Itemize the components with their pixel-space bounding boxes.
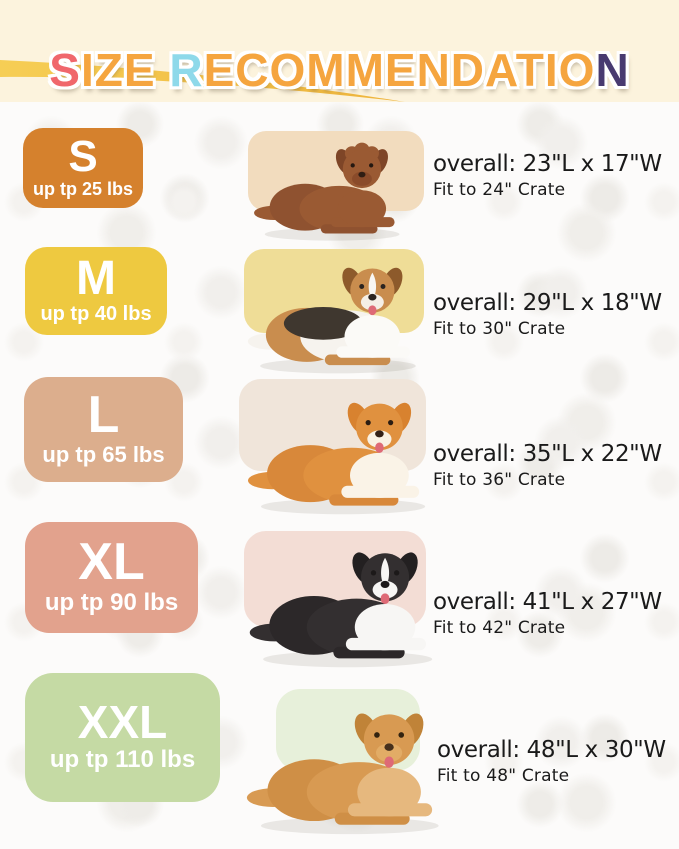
dog-illustration-poodle	[246, 132, 414, 242]
size-badge-l: L up tp 65 lbs	[24, 377, 183, 482]
spec-text-xxl: overall: 48"L x 30"W Fit to 48" Crate	[437, 737, 666, 787]
dog-illustration-shiba-inu	[238, 382, 443, 516]
weight-label: up tp 25 lbs	[32, 179, 133, 200]
overall-dimensions: overall: 41"L x 27"W	[433, 589, 662, 615]
crate-fit: Fit to 36" Crate	[433, 470, 566, 491]
overall-dimensions: overall: 48"L x 30"W	[437, 737, 666, 763]
size-row-xl: XL up tp 90 lbs overall: 41"L x 27"W Fit…	[0, 515, 679, 669]
dog-illustration-border-collie	[230, 531, 460, 669]
size-letter: L	[87, 385, 120, 444]
size-letter: XL	[78, 532, 145, 591]
overall-dimensions: overall: 29"L x 18"W	[433, 290, 662, 316]
size-row-m: M up tp 40 lbs overall: 29"L x 18"W Fit …	[0, 240, 679, 378]
spec-text-xl: overall: 41"L x 27"W Fit to 42" Crate	[433, 589, 662, 639]
overall-dimensions: overall: 23"L x 17"W	[433, 151, 662, 177]
size-badge-m: M up tp 40 lbs	[25, 247, 167, 335]
dog-illustration-golden-retriever	[226, 691, 468, 836]
dog-illustration-beagle	[238, 248, 433, 375]
size-letter: M	[76, 251, 116, 305]
size-row-xxl: XXL up tp 110 lbs overall: 48"L x 30"W F…	[0, 665, 679, 849]
size-letter: XXL	[77, 695, 168, 748]
size-row-s: S up tp 25 lbs overall: 23"L x 17"W Fit …	[0, 118, 679, 250]
title-segment: S	[49, 43, 81, 96]
header-band: SIZE RECOMMENDATION	[0, 0, 679, 102]
size-badge-xxl: XXL up tp 110 lbs	[25, 673, 220, 802]
weight-label: up tp 90 lbs	[44, 589, 179, 617]
crate-fit: Fit to 24" Crate	[433, 180, 566, 201]
title-segment: IZE	[80, 43, 170, 96]
title-segment: ECOMMENDATIO	[203, 43, 596, 96]
crate-fit: Fit to 30" Crate	[433, 319, 566, 340]
crate-fit: Fit to 42" Crate	[433, 618, 566, 639]
page-title: SIZE RECOMMENDATION	[0, 43, 679, 97]
weight-label: up tp 110 lbs	[49, 746, 196, 774]
overall-dimensions: overall: 35"L x 22"W	[433, 441, 662, 467]
weight-label: up tp 40 lbs	[40, 303, 152, 326]
spec-text-s: overall: 23"L x 17"W Fit to 24" Crate	[433, 151, 662, 201]
swoosh-decoration	[0, 60, 405, 102]
spec-text-l: overall: 35"L x 22"W Fit to 36" Crate	[433, 441, 662, 491]
size-row-l: L up tp 65 lbs overall: 35"L x 22"W Fit …	[0, 370, 679, 522]
weight-label: up tp 65 lbs	[42, 442, 165, 468]
title-segment: R	[169, 43, 204, 96]
size-badge-s: S up tp 25 lbs	[23, 128, 143, 208]
crate-fit: Fit to 48" Crate	[437, 766, 570, 787]
spec-text-m: overall: 29"L x 18"W Fit to 30" Crate	[433, 290, 662, 340]
size-letter: S	[68, 131, 98, 181]
size-badge-xl: XL up tp 90 lbs	[25, 522, 198, 633]
title-segment: N	[595, 43, 630, 96]
